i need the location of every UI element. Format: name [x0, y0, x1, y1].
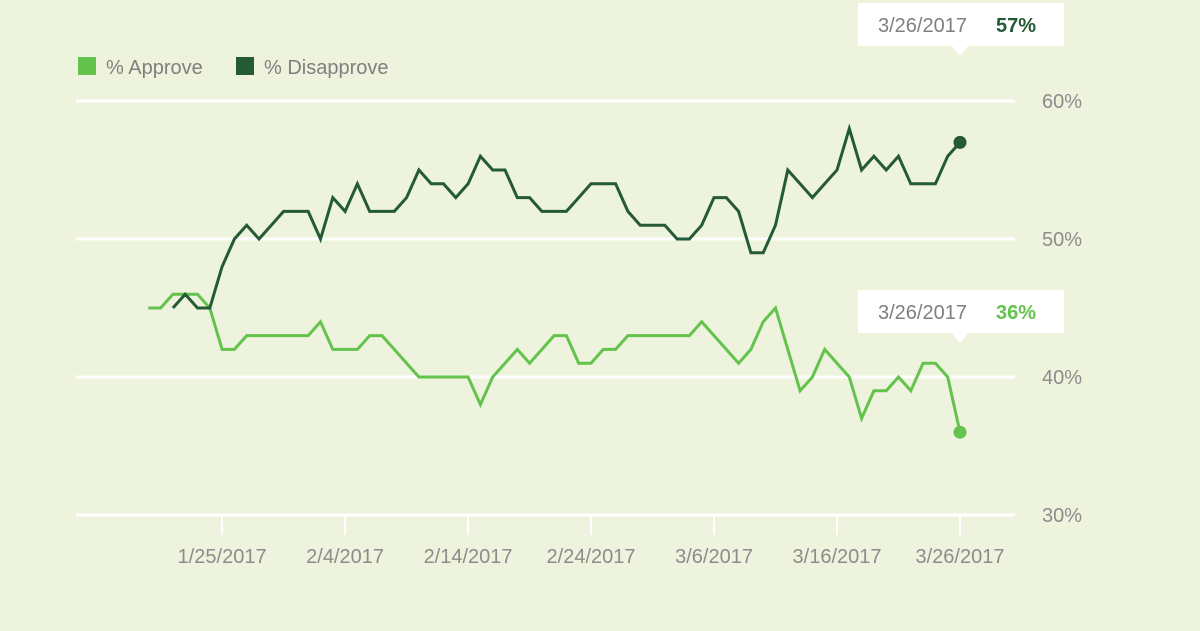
y-tick-label: 60% [1042, 91, 1082, 113]
tooltip-layer: 3/26/2017 57% 3/26/2017 36% [858, 3, 1064, 343]
x-tick-label: 3/16/2017 [793, 546, 882, 568]
x-tick-label: 3/6/2017 [675, 546, 753, 568]
tooltip-date: 3/26/2017 [878, 302, 967, 324]
x-tick-label: 2/14/2017 [424, 546, 513, 568]
x-tick-label: 2/4/2017 [306, 546, 384, 568]
y-tick-label: 30% [1042, 505, 1082, 527]
tooltip-value: 57% [996, 15, 1036, 37]
series-line-disapprove [171, 123, 962, 310]
legend-label: % Approve [106, 57, 203, 79]
tooltip: 3/26/2017 57% [858, 3, 1064, 56]
legend-swatch [78, 57, 96, 75]
tooltip-box [858, 3, 1064, 56]
legend-label: % Disapprove [264, 57, 389, 79]
x-tick-label: 2/24/2017 [547, 546, 636, 568]
end-point-disapprove[interactable] [953, 135, 967, 149]
legend-item-approve[interactable]: % Approve [78, 57, 203, 79]
x-tick-label: 3/26/2017 [916, 546, 1005, 568]
grid-layer [76, 99, 1015, 535]
tooltip: 3/26/2017 36% [858, 290, 1064, 343]
y-tick-label: 40% [1042, 367, 1082, 389]
tooltip-box [858, 290, 1064, 343]
axis-layer: 60% 50% 40% 30% 1/25/2017 2/4/2017 2/14/2017 2/… [178, 91, 1083, 568]
x-tick-label: 1/25/2017 [178, 546, 267, 568]
tooltip-value: 36% [996, 302, 1036, 324]
legend-item-disapprove[interactable]: % Disapprove [236, 57, 389, 79]
legend-layer: % Approve % Disapprove [78, 57, 389, 79]
end-point-approve[interactable] [953, 425, 967, 439]
tooltip-date: 3/26/2017 [878, 15, 967, 37]
y-tick-label: 50% [1042, 229, 1082, 251]
legend-swatch [236, 57, 254, 75]
series-line-approve [148, 292, 962, 433]
series-layer [148, 123, 967, 439]
